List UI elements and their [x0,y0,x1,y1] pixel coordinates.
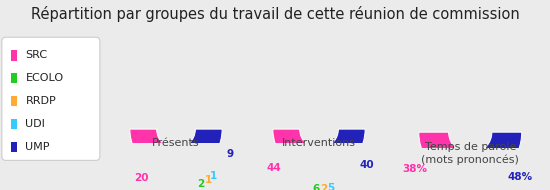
Text: 1: 1 [210,171,217,181]
Bar [11,50,16,61]
Text: 38%: 38% [402,164,427,174]
Text: RRDP: RRDP [25,96,56,106]
Wedge shape [321,148,332,175]
Text: SRC: SRC [25,51,48,60]
Wedge shape [183,146,199,173]
Bar [11,73,16,83]
Text: Interventions: Interventions [282,138,356,148]
Wedge shape [324,129,365,173]
Bar [11,142,16,152]
Text: UMP: UMP [25,142,50,152]
Text: 40: 40 [360,160,374,170]
Text: 2: 2 [320,184,327,190]
Wedge shape [130,129,191,175]
Wedge shape [273,129,316,175]
Wedge shape [450,152,466,182]
Wedge shape [472,132,522,183]
Text: 9: 9 [227,149,234,159]
Text: 44: 44 [266,163,281,173]
Text: 5: 5 [327,183,334,190]
Text: ECOLO: ECOLO [25,73,64,83]
Text: 20: 20 [134,173,148,183]
Wedge shape [312,148,321,175]
Text: Présents: Présents [152,138,200,148]
FancyBboxPatch shape [2,37,100,160]
Wedge shape [461,154,475,184]
Text: UDI: UDI [25,119,45,129]
Text: 6: 6 [312,184,320,190]
Bar [11,119,16,129]
Wedge shape [187,144,206,167]
Text: Temps de parole
(mots prononcés): Temps de parole (mots prononcés) [421,142,519,165]
Wedge shape [186,145,203,169]
Text: 2: 2 [197,179,205,189]
Wedge shape [320,148,324,175]
Wedge shape [419,132,462,180]
Text: 1: 1 [205,175,212,184]
Wedge shape [189,129,222,164]
Bar [11,96,16,106]
Text: Répartition par groupes du travail de cette réunion de commission: Répartition par groupes du travail de ce… [31,6,519,22]
Wedge shape [459,153,466,183]
Text: 48%: 48% [507,172,532,182]
